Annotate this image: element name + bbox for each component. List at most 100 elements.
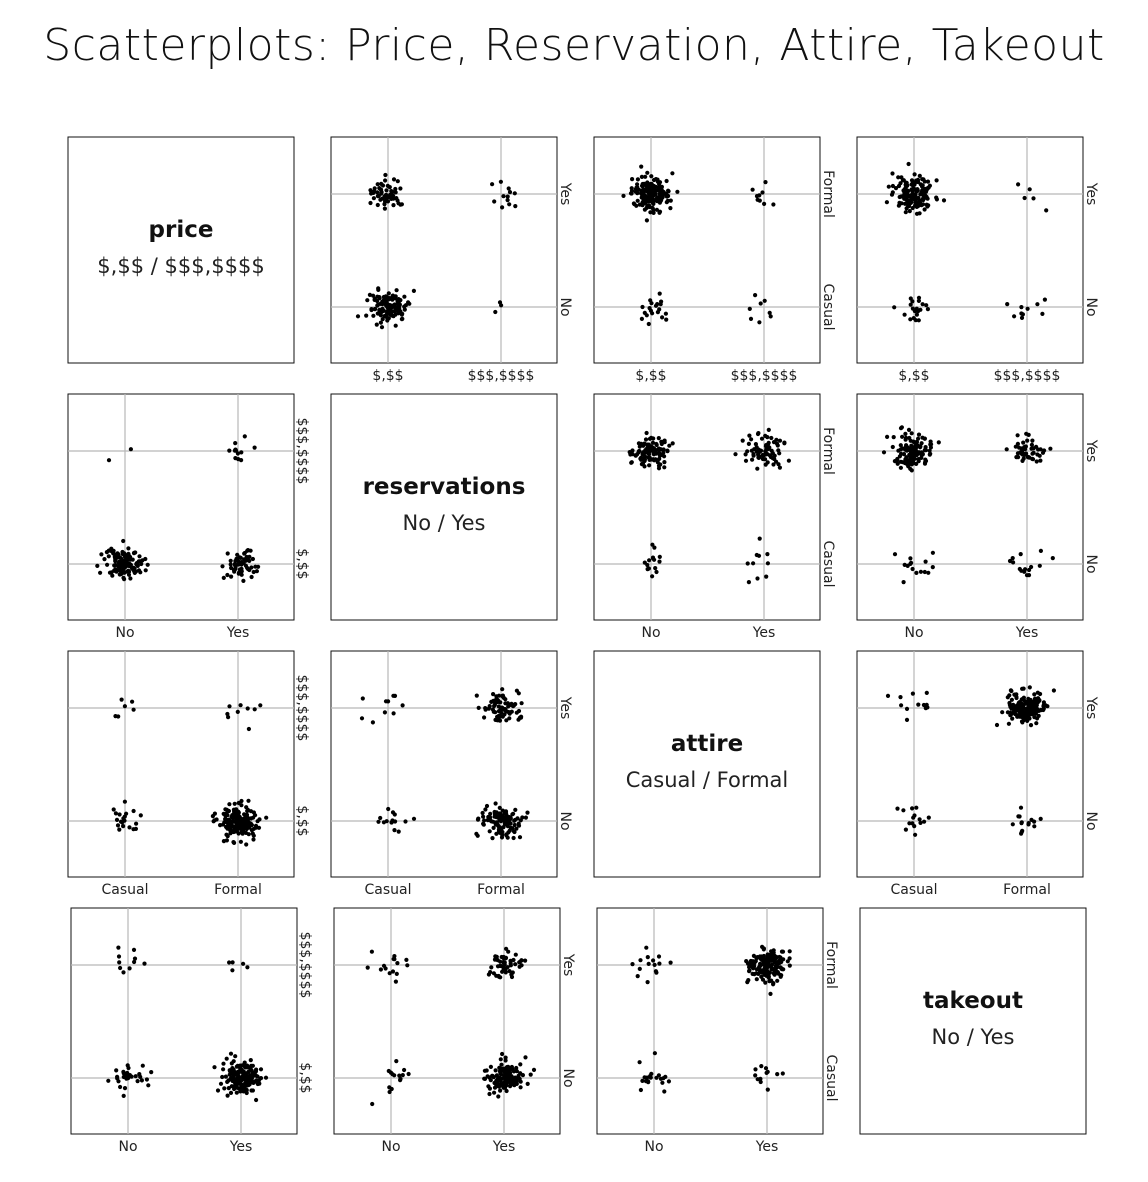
panel-r1-c0-xtick-1: Yes: [226, 625, 250, 641]
panel-r3-c1-point-0-14: [404, 957, 409, 963]
panel-r0-c1-point-2-100: [399, 317, 404, 322]
panel-r0-c3-point-0-115: [906, 161, 911, 167]
panel-r1-c3-point-0-74: [916, 450, 922, 455]
panel-r1-c3-point-0-12: [927, 448, 932, 453]
panel-r1-c2-point-1-49: [770, 456, 775, 461]
panel-r1-c3-point-0-86: [900, 434, 905, 439]
panel-r3-c1-point-2-7: [387, 1089, 392, 1095]
panel-r3-c0-point-0-5: [132, 956, 138, 961]
panel-r3-c2-point-0-11: [635, 974, 640, 979]
panel-r1-c2-point-1-74: [764, 446, 769, 452]
panel-r2-c0-point-3-110: [214, 817, 219, 822]
panel-r2-c1-point-1-62: [499, 710, 504, 715]
panel-r2-c1-point-0-3: [359, 716, 365, 721]
panel-r0-c2-point-2-16: [642, 310, 647, 315]
panel-r1-c3-point-1-27: [1030, 451, 1035, 456]
panel-r3-c1-frame: [333, 907, 561, 1135]
panel-r3-c0-point-3-74: [263, 1075, 269, 1080]
panel-r3-c1-point-2-14: [398, 1078, 403, 1083]
panel-r1-c0-point-3-35: [239, 572, 244, 577]
panel-r3-c0-point-0-4: [116, 954, 122, 959]
panel-r1-c3-point-0-108: [909, 461, 914, 466]
panel-r2-c1-point-1-43: [496, 704, 501, 709]
panel-r3-c1-point-3-24: [528, 1072, 533, 1077]
panel-r2-c1-point-2-11: [392, 812, 397, 817]
panel-r2-c3-point-0-9: [899, 703, 904, 708]
panel-r1-c0-point-2-61: [105, 562, 110, 567]
panel-r2-c0-point-3-87: [238, 839, 243, 844]
panel-r0-c3-point-2-16: [920, 302, 925, 307]
panel-r2-c1-point-3-10: [511, 835, 516, 841]
panel-r2-c0-point-3-116: [255, 819, 260, 824]
panel-r0-c1-point-3-2: [493, 309, 498, 315]
panel-r1-c0-point-2-58: [122, 577, 127, 582]
panel-r3-c0-point-2-26: [106, 1078, 111, 1083]
panel-r3-c1-point-1-9: [506, 949, 511, 954]
panel-r0-c3-point-0-144: [917, 198, 922, 203]
panel-r1-c3-point-2-13: [905, 563, 910, 569]
panel-r1-c3-point-1-17: [1004, 447, 1009, 452]
panel-r2-c0-point-2-7: [133, 826, 138, 832]
panel-r0-c2-point-0-161: [643, 196, 648, 201]
panel-r3-c2-ytick-0: Formal: [823, 941, 839, 989]
panel-r0-c2-point-0-146: [635, 198, 640, 203]
panel-r1-c3-point-2-3: [892, 552, 898, 557]
panel-r0-c1-point-1-10: [500, 205, 505, 210]
panel-r2-c1-point-1-53: [474, 693, 479, 698]
panel-r1-c2-point-0-72: [665, 448, 670, 453]
panel-r3-c1-point-3-97: [493, 1068, 498, 1073]
panel-r1-c3-ytick-1: No: [1083, 554, 1099, 573]
panel-r0-c2-point-0-132: [635, 182, 640, 187]
panel-r2-c0-point-2-4: [127, 825, 132, 830]
panel-r3-c1-point-3-73: [518, 1085, 523, 1090]
panel-r2-c1-point-3-102: [503, 821, 508, 827]
panel-r0-c1-point-0-42: [371, 190, 376, 195]
panel-r2-c0-point-2-1: [122, 799, 127, 804]
panel-r2-c3-point-1-135: [1035, 716, 1040, 721]
panel-r1-c0-point-1-10: [252, 445, 257, 450]
panel-r1-c0-point-1-4: [235, 451, 240, 456]
panel-r3-c2-point-2-16: [637, 1060, 642, 1065]
panel-r1-c2-point-0-97: [649, 435, 654, 440]
panel-r1-c0-point-1-6: [239, 450, 244, 455]
panel-r2-c1-point-3-48: [512, 829, 517, 835]
panel-r2-c3-point-1-124: [1007, 702, 1013, 708]
panel-r1-c3-point-0-27: [918, 445, 923, 450]
panel-r1-c3-point-0-105: [903, 435, 909, 440]
panel-r3-c0-point-3-147: [251, 1073, 256, 1078]
panel-r3-c0-point-2-2: [149, 1070, 154, 1075]
panel-r3-c0-point-0-9: [131, 947, 137, 953]
panel-r2-c1-point-3-86: [481, 821, 486, 826]
panel-r1-c3-point-3-4: [1010, 556, 1015, 561]
panel-r0-c1-point-2-125: [384, 300, 389, 305]
panel-r0-c3-point-0-152: [896, 203, 902, 208]
panel-r3-c2-point-3-6: [775, 1072, 780, 1077]
panel-r0-c3-point-0-118: [920, 177, 925, 182]
panel-r1-c3-point-1-29: [1040, 450, 1046, 455]
panel-r2-c1-xtick-1: Formal: [477, 882, 525, 898]
panel-r0-c3-point-0-99: [898, 181, 903, 186]
panel-r3-c2-point-3-0: [753, 1073, 758, 1078]
panel-r0-c1-point-1-11: [490, 182, 495, 187]
panel-r1-c2-point-1-8: [740, 438, 745, 443]
panel-r2-c0-point-2-9: [115, 823, 121, 828]
panel-r0-c3-point-3-8: [1019, 305, 1024, 310]
panel-r1-c2-point-1-69: [770, 451, 775, 456]
panel-r0-c3-point-0-7: [925, 179, 931, 184]
panel-r3-c1-point-2-11: [397, 1073, 402, 1078]
panel-r0-c3-point-0-129: [903, 210, 908, 215]
panel-r3-c1-point-3-75: [531, 1067, 537, 1072]
panel-r1-c3-point-0-94: [908, 450, 914, 455]
panel-r2-c1-point-1-56: [511, 703, 517, 708]
panel-r1-c2-ytick-0: Formal: [820, 427, 836, 475]
panel-r1-c2-point-1-64: [764, 443, 769, 448]
panel-r0-c1-point-1-7: [512, 191, 517, 196]
panel-r2-c0-point-3-71: [232, 801, 237, 806]
panel-r3-c1-point-1-39: [504, 946, 509, 951]
panel-r3-c0-point-3-152: [229, 1076, 234, 1081]
panel-r0-c1-frame: [330, 136, 558, 364]
panel-r1-c3-point-2-0: [922, 569, 927, 575]
panel-r0-c1-point-0-24: [371, 196, 376, 201]
panel-r2-c1-point-1-72: [491, 692, 496, 697]
panel-r3-c0-point-3-156: [227, 1068, 232, 1073]
